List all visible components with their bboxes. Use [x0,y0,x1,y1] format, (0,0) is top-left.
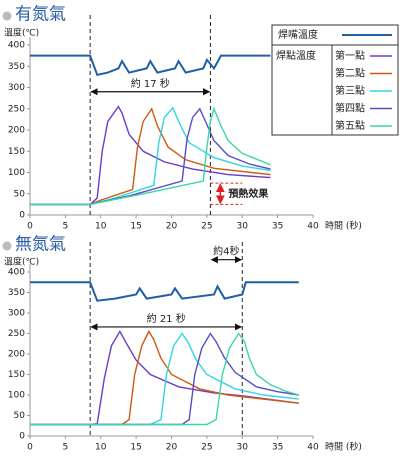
series-line [30,105,271,206]
series-line [30,332,299,426]
y-tick-label: 350 [8,288,25,298]
legend-label: 第一點 [335,49,365,62]
x-tick-label: 35 [272,443,283,453]
x-tick-label: 30 [237,443,249,453]
title-bullet [2,241,12,251]
x-tick-label: 30 [237,222,249,232]
annotation-text: 預熱效果 [228,187,269,200]
annotation-text: 約 21 秒 [147,312,186,325]
series-line [30,107,271,206]
legend-box [271,24,399,136]
legend-label: 第四點 [335,102,365,115]
y-tick-label: 150 [8,147,25,157]
series-line [30,329,299,426]
x-tick-label: 35 [272,222,283,232]
y-tick-label: 350 [8,62,25,72]
y-tick-label: 200 [8,126,25,136]
legend-label: 第五點 [335,119,365,132]
y-tick-label: 200 [8,350,25,360]
chart-title: 無氮氣 [15,235,66,255]
y-tick-label: 250 [8,329,25,339]
y-tick-label: 100 [8,391,25,401]
series-line [30,332,299,426]
legend-group-title: 焊點溫度 [276,49,316,62]
series-line [30,106,271,206]
y-tick-label: 150 [8,370,25,380]
x-tick-label: 10 [95,222,107,232]
x-axis-label: 時間 (秒) [325,441,362,453]
x-tick-label: 20 [166,443,178,453]
x-tick-label: 15 [130,443,141,453]
chart-title: 有氮氣 [15,5,66,25]
y-tick-label: 50 [14,411,26,421]
y-tick-label: 400 [8,268,25,278]
x-tick-label: 40 [307,222,319,232]
y-tick-label: 300 [8,83,25,93]
annotation-text: 約 17 秒 [131,77,170,90]
y-tick-label: 50 [14,189,26,199]
x-tick-label: 20 [166,222,178,232]
y-tick-label: 100 [8,168,25,178]
y-tick-label: 400 [8,41,25,51]
series-line [30,329,299,426]
series-line [30,106,271,206]
y-tick-label: 250 [8,104,25,114]
x-tick-label: 40 [307,443,319,453]
series-line [30,54,271,76]
series-line [30,281,299,302]
x-tick-label: 0 [27,222,33,232]
x-tick-label: 5 [63,222,69,232]
y-tick-label: 0 [19,432,25,442]
x-tick-label: 15 [130,222,141,232]
x-axis-label: 時間 (秒) [325,220,362,232]
y-axis-label: 溫度(℃) [4,27,39,39]
title-bullet [2,11,12,21]
x-tick-label: 10 [95,443,107,453]
x-tick-label: 0 [27,443,33,453]
annotation-text: 約4秒 [213,245,239,258]
y-tick-label: 0 [19,211,25,221]
x-tick-label: 25 [201,443,212,453]
series-line [30,332,299,426]
x-tick-label: 25 [201,222,212,232]
legend-label: 焊嘴溫度 [278,28,318,41]
legend-label: 第二點 [335,67,365,80]
x-tick-label: 5 [63,443,69,453]
y-axis-label: 溫度(℃) [4,256,39,268]
y-tick-label: 300 [8,309,25,319]
legend-label: 第三點 [335,84,365,97]
